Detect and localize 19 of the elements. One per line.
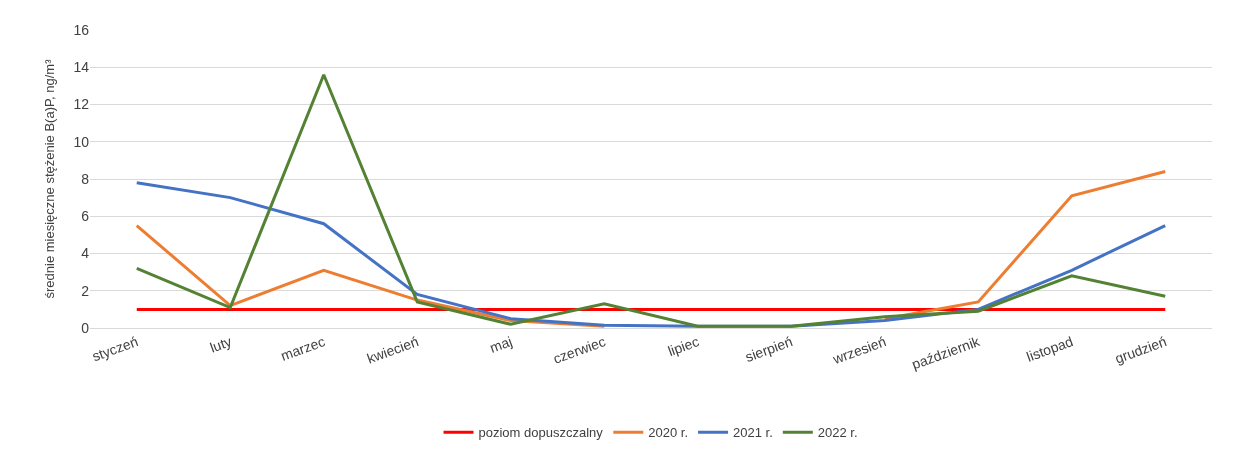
legend-label: 2021 r. xyxy=(733,425,773,441)
legend-label: poziom dopuszczalny xyxy=(478,425,604,441)
line-series xyxy=(135,73,1167,328)
x-tick-label: marzec xyxy=(278,333,328,364)
y-axis-title: średnie miesięczne stężenie B(a)P, ng/m³ xyxy=(42,58,58,299)
x-tick-label: maj xyxy=(487,333,515,356)
x-tick-label: luty xyxy=(207,333,234,356)
y-tick-label: 12 xyxy=(73,96,90,113)
legend-label: 2022 r. xyxy=(817,425,858,441)
y-tick-label: 4 xyxy=(81,245,90,262)
y-tick-label: 8 xyxy=(81,170,90,187)
y-tick-label: 10 xyxy=(73,133,90,150)
y-tick-label: 16 xyxy=(73,21,90,38)
y-tick-label: 14 xyxy=(73,59,90,76)
legend-label: 2020 r. xyxy=(648,425,689,441)
y-tick-label: 6 xyxy=(81,208,90,225)
x-tick-label: lipiec xyxy=(665,333,702,360)
y-tick-label: 2 xyxy=(81,282,90,299)
y-tick-label: 0 xyxy=(81,319,90,336)
